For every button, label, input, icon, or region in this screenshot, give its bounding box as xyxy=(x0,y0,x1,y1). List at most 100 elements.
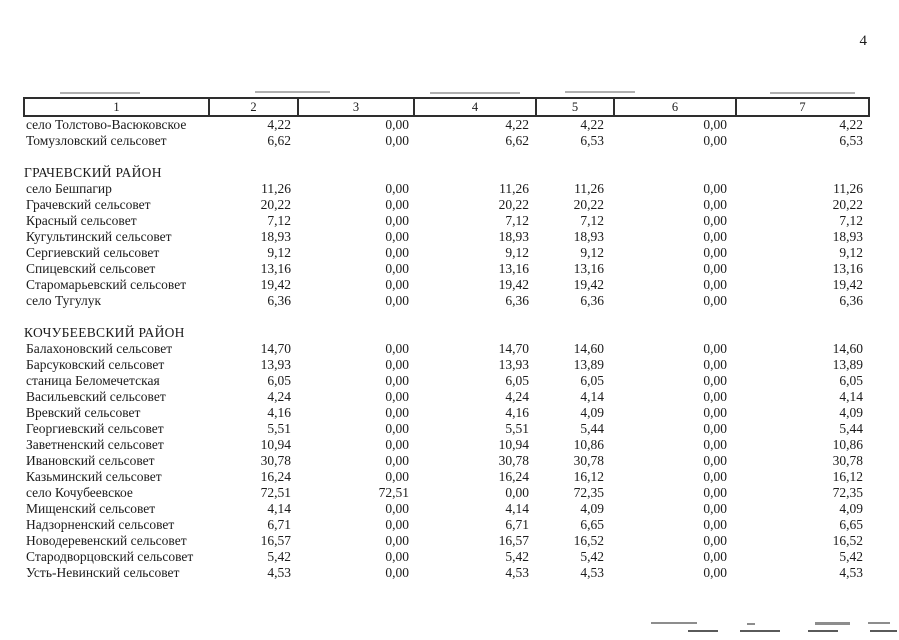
row-value: 6,05 xyxy=(839,373,863,388)
row-value: 0,00 xyxy=(703,517,727,532)
row-name: Ивановский сельсовет xyxy=(26,453,155,468)
column-header: 1 xyxy=(23,97,210,117)
row-value: 0,00 xyxy=(385,293,409,308)
row-name: Казьминский сельсовет xyxy=(26,469,162,484)
row-value: 0,00 xyxy=(703,405,727,420)
row-value: 0,00 xyxy=(385,245,409,260)
spacer-cell xyxy=(24,309,869,325)
row-value: 0,00 xyxy=(385,341,409,356)
row-value: 72,51 xyxy=(378,485,409,500)
row-value: 0,00 xyxy=(703,181,727,196)
row-value: 13,93 xyxy=(260,357,291,372)
row-value: 0,00 xyxy=(385,421,409,436)
row-value: 0,00 xyxy=(703,389,727,404)
row-value: 14,60 xyxy=(573,341,604,356)
scan-artifact-line xyxy=(60,92,140,94)
row-value: 4,14 xyxy=(267,501,291,516)
row-value: 6,05 xyxy=(505,373,529,388)
scan-artifact-line xyxy=(651,622,697,624)
column-header: 2 xyxy=(208,97,299,117)
row-value: 20,22 xyxy=(832,197,863,212)
scan-artifact-line xyxy=(868,622,890,624)
row-value: 4,22 xyxy=(267,117,291,132)
row-value: 5,51 xyxy=(267,421,291,436)
section-title: КОЧУБЕЕВСКИЙ РАЙОН xyxy=(24,325,185,340)
row-value: 6,53 xyxy=(839,133,863,148)
table-row: Томузловский сельсовет 6,62 0,00 6,62 6,53 0,… xyxy=(24,133,869,149)
row-value: 11,26 xyxy=(499,181,529,196)
row-name: Сергиевский сельсовет xyxy=(26,245,160,260)
row-value: 0,00 xyxy=(703,373,727,388)
row-value: 14,70 xyxy=(260,341,291,356)
row-value: 0,00 xyxy=(703,421,727,436)
row-value: 0,00 xyxy=(703,549,727,564)
table-row: Стародворцовский сельсовет 5,42 0,00 5,42 5,… xyxy=(24,549,869,565)
column-header: 6 xyxy=(613,97,737,117)
row-value: 0,00 xyxy=(703,245,727,260)
row-value: 4,16 xyxy=(267,405,291,420)
row-value: 0,00 xyxy=(385,517,409,532)
row-value: 7,12 xyxy=(505,213,529,228)
row-value: 0,00 xyxy=(385,533,409,548)
row-value: 0,00 xyxy=(385,549,409,564)
row-value: 72,35 xyxy=(573,485,604,500)
row-name: Стародворцовский сельсовет xyxy=(26,549,194,564)
row-value: 7,12 xyxy=(580,213,604,228)
row-value: 0,00 xyxy=(385,229,409,244)
row-value: 16,52 xyxy=(832,533,863,548)
row-value: 6,36 xyxy=(505,293,529,308)
row-value: 20,22 xyxy=(498,197,529,212)
row-value: 0,00 xyxy=(385,261,409,276)
row-value: 6,71 xyxy=(505,517,529,532)
row-value: 0,00 xyxy=(703,469,727,484)
scan-artifact-line xyxy=(430,92,520,94)
row-value: 30,78 xyxy=(498,453,529,468)
row-value: 4,14 xyxy=(580,389,604,404)
row-value: 19,42 xyxy=(832,277,863,292)
row-value: 7,12 xyxy=(839,213,863,228)
scan-artifact-line xyxy=(815,622,850,625)
row-value: 9,12 xyxy=(267,245,291,260)
row-value: 13,16 xyxy=(498,261,529,276)
row-value: 4,16 xyxy=(505,405,529,420)
row-name: село Тугулук xyxy=(26,293,102,308)
row-value: 0,00 xyxy=(385,357,409,372)
row-value: 18,93 xyxy=(260,229,291,244)
row-value: 13,16 xyxy=(832,261,863,276)
table-row: Балахоновский сельсовет 14,70 0,00 14,70 14,… xyxy=(24,341,869,357)
row-value: 13,89 xyxy=(573,357,604,372)
row-value: 0,00 xyxy=(385,133,409,148)
row-value: 0,00 xyxy=(703,501,727,516)
row-value: 0,00 xyxy=(703,197,727,212)
row-value: 16,12 xyxy=(573,469,604,484)
row-name: Георгиевский сельсовет xyxy=(26,421,164,436)
column-header: 4 xyxy=(413,97,537,117)
column-header: 7 xyxy=(735,97,870,117)
row-name: Васильевский сельсовет xyxy=(26,389,166,404)
row-value: 6,65 xyxy=(580,517,604,532)
page-number: 4 xyxy=(859,33,868,49)
row-value: 20,22 xyxy=(260,197,291,212)
table-row: село Бешпагир 11,26 0,00 11,26 11,26 0,00 11,2… xyxy=(24,181,869,197)
row-value: 0,00 xyxy=(385,405,409,420)
row-value: 5,42 xyxy=(580,549,604,564)
row-value: 4,22 xyxy=(505,117,529,132)
row-value: 0,00 xyxy=(385,501,409,516)
row-value: 9,12 xyxy=(839,245,863,260)
row-value: 16,24 xyxy=(498,469,529,484)
row-value: 10,94 xyxy=(498,437,529,452)
row-value: 5,51 xyxy=(505,421,529,436)
row-name: Надзорненский сельсовет xyxy=(26,517,175,532)
row-value: 0,00 xyxy=(703,533,727,548)
row-value: 6,71 xyxy=(267,517,291,532)
row-value: 0,00 xyxy=(703,341,727,356)
row-value: 0,00 xyxy=(703,277,727,292)
row-name: Новодеревенский сельсовет xyxy=(26,533,187,548)
row-value: 0,00 xyxy=(385,181,409,196)
row-value: 4,14 xyxy=(505,501,529,516)
row-value: 0,00 xyxy=(385,117,409,132)
row-value: 6,65 xyxy=(839,517,863,532)
table-row: Надзорненский сельсовет 6,71 0,00 6,71 6,65 0… xyxy=(24,517,869,533)
